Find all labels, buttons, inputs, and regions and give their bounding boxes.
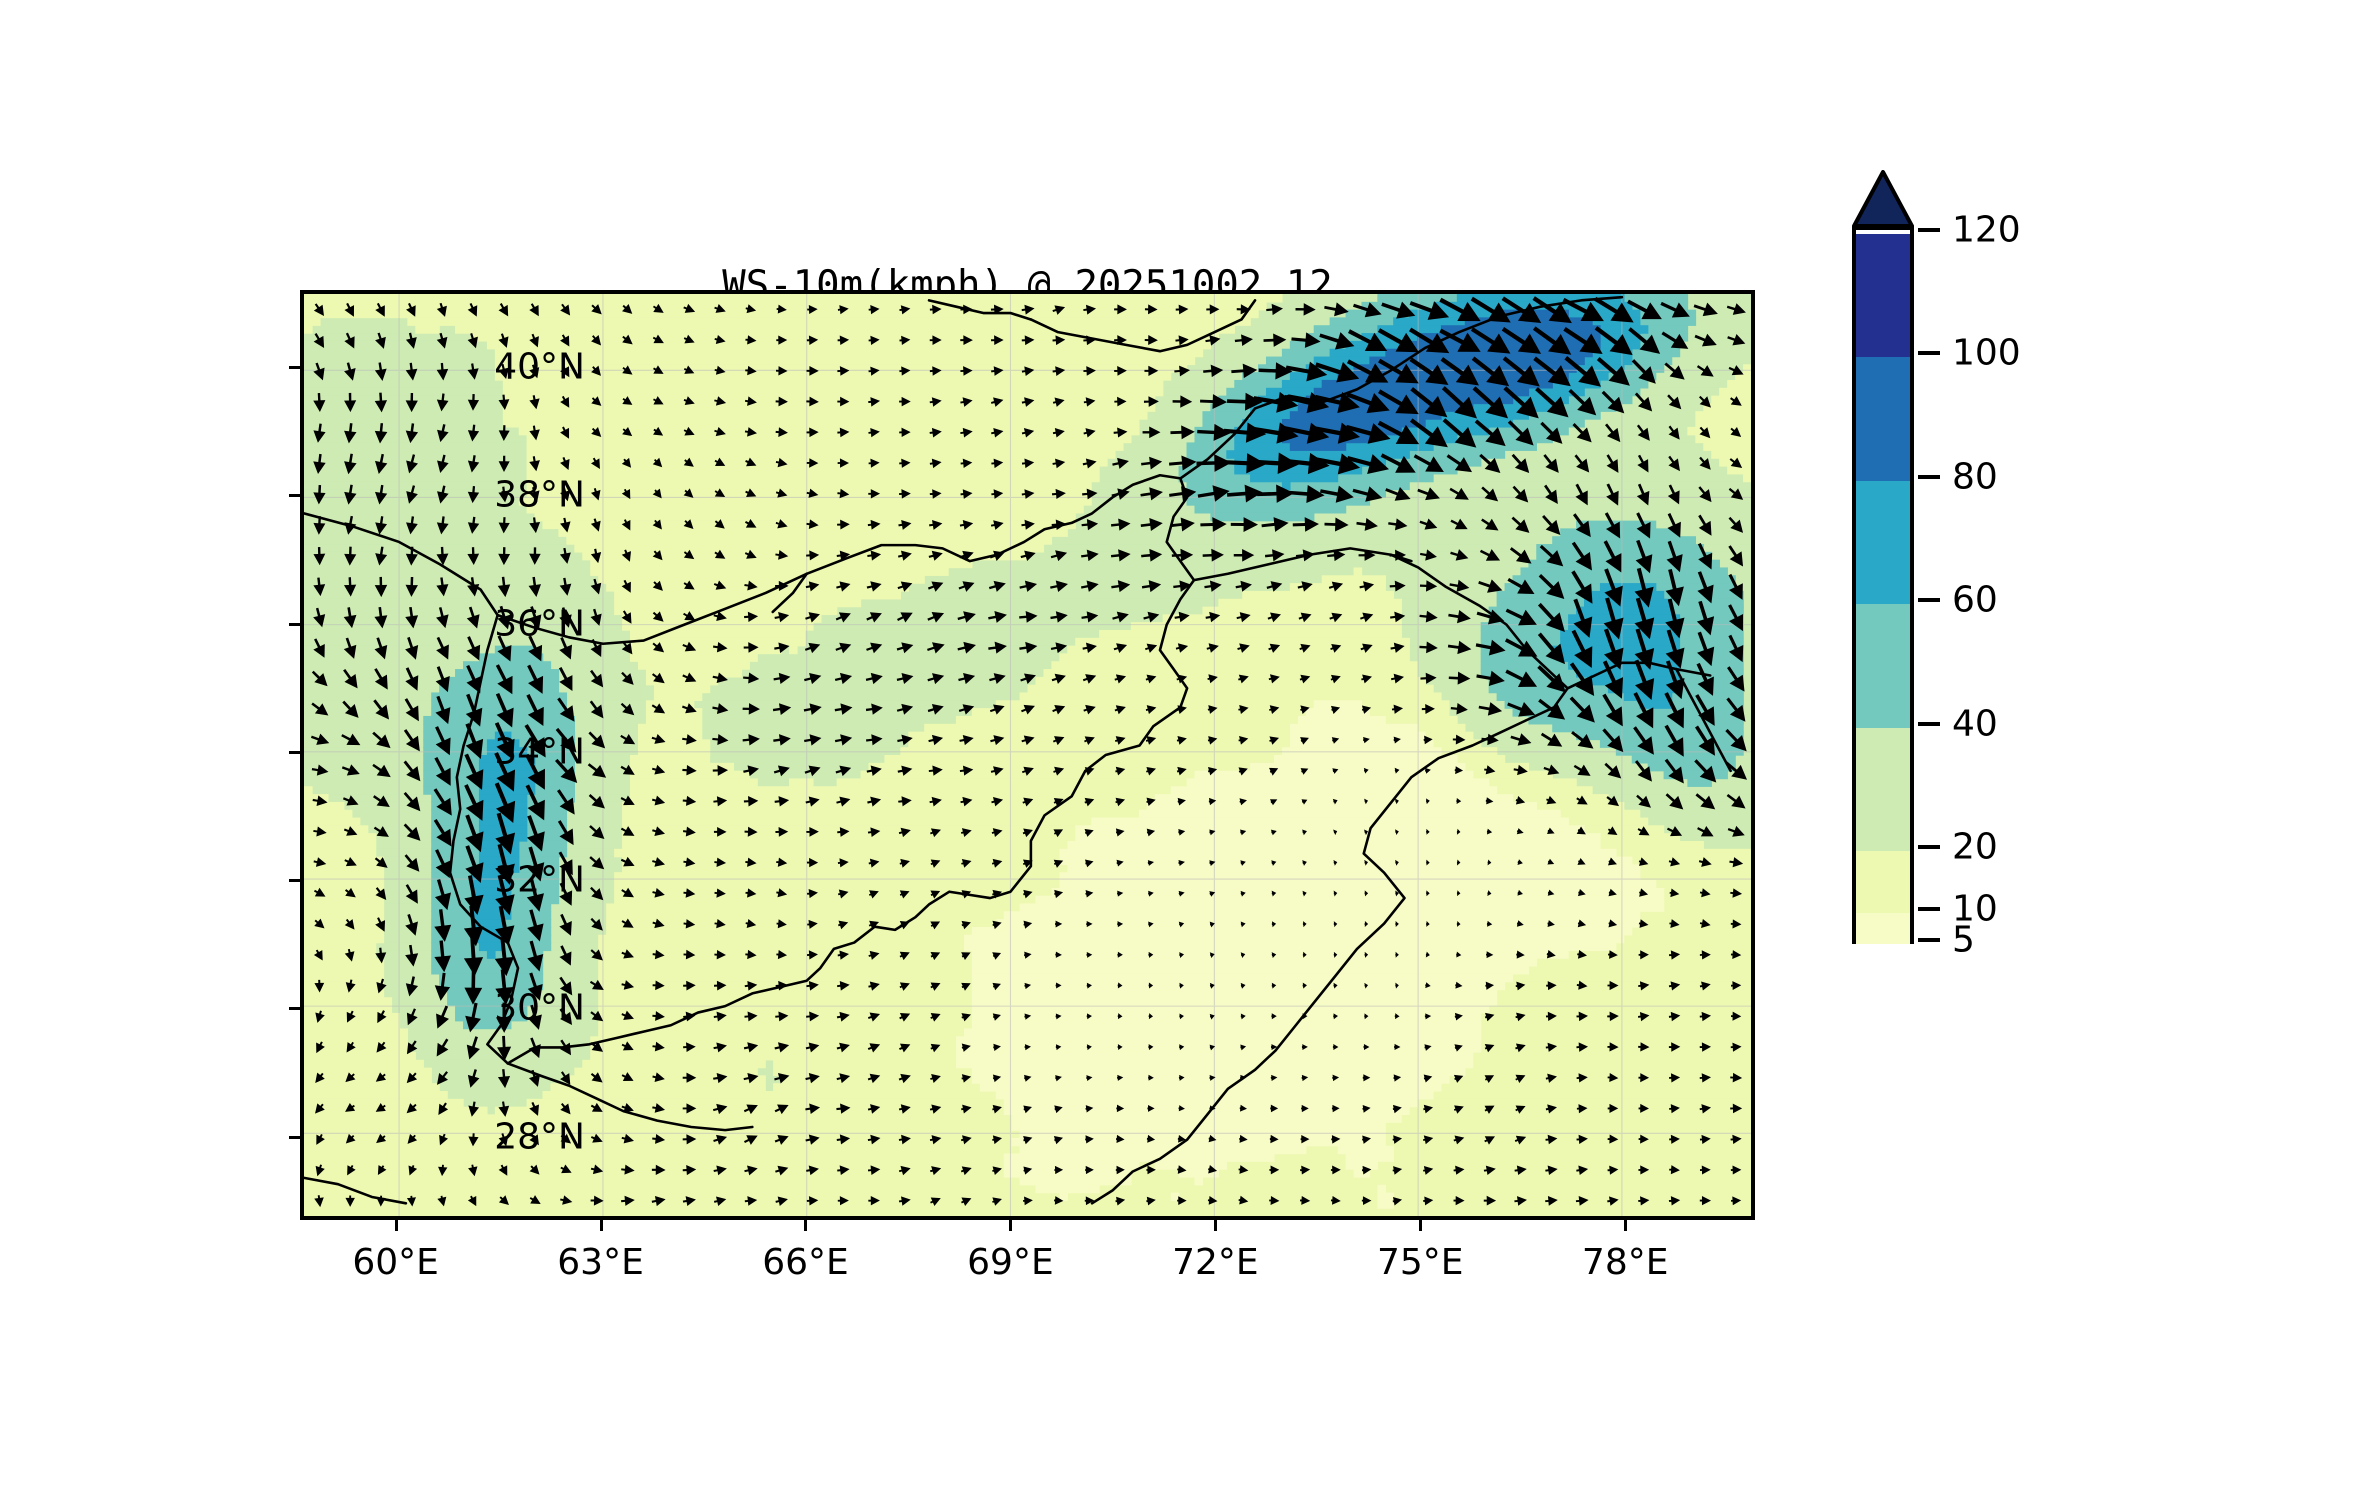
colorbar-segment-5-10	[1856, 913, 1910, 944]
colorbar-tick-label-10: 10	[1952, 888, 1998, 930]
colorbar-tick-label-20: 20	[1952, 826, 1998, 868]
contour-band-5-10	[955, 700, 1665, 1209]
y-tick-mark	[289, 750, 300, 754]
colorbar-segment-20-40	[1856, 727, 1910, 852]
colorbar-tick-mark	[1918, 721, 1940, 726]
colorbar-tick-mark	[1918, 474, 1940, 479]
colorbar-tick-mark	[1918, 845, 1940, 850]
wind-speed-map	[304, 294, 1751, 1216]
x-tick-mark	[1009, 1220, 1013, 1231]
y-tick-label-28: 28°N	[494, 1116, 585, 1158]
y-tick-mark	[289, 879, 300, 883]
colorbar: 120 100 80 60 40 20 10 5	[1852, 170, 2272, 1170]
y-tick-label-38: 38°N	[494, 474, 585, 516]
colorbar-tick-mark	[1918, 228, 1940, 232]
y-tick-mark	[289, 494, 300, 498]
y-tick-mark	[289, 1007, 300, 1011]
y-tick-label-40: 40°N	[494, 346, 585, 388]
x-tick-mark	[1214, 1220, 1218, 1231]
colorbar-tick-label-80: 80	[1952, 456, 1998, 498]
map-axes	[300, 290, 1755, 1220]
x-tick-mark	[1419, 1220, 1423, 1231]
x-tick-mark	[804, 1220, 808, 1231]
map-gridlines	[304, 294, 1751, 1216]
y-tick-label-36: 36°N	[494, 603, 585, 645]
x-tick-label-72: 72°E	[1172, 1242, 1259, 1283]
y-tick-mark	[289, 622, 300, 626]
x-tick-label-75: 75°E	[1377, 1242, 1464, 1283]
y-tick-label-34: 34°N	[494, 731, 585, 773]
x-tick-mark	[599, 1220, 603, 1231]
colorbar-tick-mark	[1918, 351, 1940, 356]
colorbar-tick-mark	[1918, 598, 1940, 603]
x-tick-label-63: 63°E	[557, 1242, 644, 1283]
colorbar-tick-mark	[1918, 907, 1940, 912]
colorbar-segment-40-60	[1856, 604, 1910, 728]
x-tick-label-78: 78°E	[1581, 1242, 1669, 1283]
wind-vector-field	[310, 296, 1748, 1208]
colorbar-tick-label-120: 120	[1952, 209, 2021, 251]
colorbar-tick-label-60: 60	[1952, 579, 1998, 621]
x-tick-label-66: 66°E	[762, 1242, 849, 1283]
colorbar-segment-60-80	[1856, 480, 1910, 605]
x-tick-label-69: 69°E	[967, 1242, 1054, 1283]
y-tick-mark	[289, 365, 300, 369]
x-tick-label-60: 60°E	[352, 1242, 439, 1283]
colorbar-tick-label-40: 40	[1952, 703, 1998, 745]
y-tick-label-30: 30°N	[494, 987, 585, 1029]
x-tick-mark	[394, 1220, 398, 1231]
y-tick-mark	[289, 1135, 300, 1139]
colorbar-gradient	[1852, 226, 1914, 944]
colorbar-segment-100-120	[1856, 234, 1910, 358]
contour-band-40-60	[423, 294, 1744, 1030]
colorbar-extend-arrow	[1852, 170, 1914, 228]
contour-band-10-20	[304, 294, 1751, 1216]
x-tick-mark	[1624, 1220, 1628, 1231]
colorbar-tick-label-5: 5	[1952, 919, 1975, 961]
colorbar-tick-label-100: 100	[1952, 332, 2021, 374]
colorbar-segment-80-100	[1856, 357, 1910, 481]
colorbar-segment-10-20	[1856, 851, 1910, 914]
map-clip-region	[304, 294, 1751, 1216]
colorbar-tick-mark	[1918, 938, 1940, 942]
y-tick-label-32: 32°N	[494, 859, 585, 901]
